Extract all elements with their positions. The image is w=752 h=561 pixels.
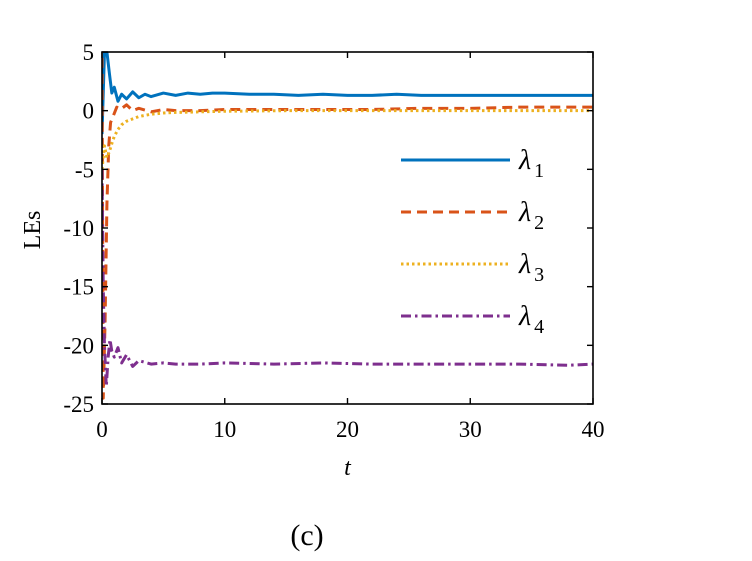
legend: λ 1 λ 2 λ 3 λ 4 — [401, 145, 544, 338]
plot-area-frame — [101, 51, 594, 405]
y-tick-label: 5 — [83, 40, 95, 65]
y-tick-label: -25 — [63, 392, 94, 417]
legend-subscript-1: 1 — [534, 160, 544, 182]
series-line-1 — [102, 52, 593, 135]
series-line-2 — [102, 57, 593, 400]
x-tick-label: 10 — [213, 417, 236, 442]
x-tick-label: 20 — [336, 417, 359, 442]
x-tick-label: 40 — [582, 417, 605, 442]
y-tick-label: -10 — [63, 216, 94, 241]
x-tick-label: 0 — [96, 417, 108, 442]
legend-subscript-4: 4 — [534, 316, 544, 338]
series-line-4 — [102, 169, 593, 388]
series-line-3 — [102, 109, 593, 170]
figure-caption: (c) — [290, 519, 323, 552]
x-tick-label: 30 — [459, 417, 482, 442]
series-layer — [102, 52, 593, 400]
y-tick-label: -5 — [75, 157, 94, 182]
y-tick-label: -20 — [63, 333, 94, 358]
y-tick-label: 0 — [83, 99, 95, 124]
x-axis-label: t — [344, 455, 352, 481]
legend-subscript-2: 2 — [534, 212, 544, 234]
legend-subscript-3: 3 — [534, 264, 544, 286]
y-axis-label: LEs — [20, 211, 46, 250]
y-tick-label: -15 — [63, 275, 94, 300]
